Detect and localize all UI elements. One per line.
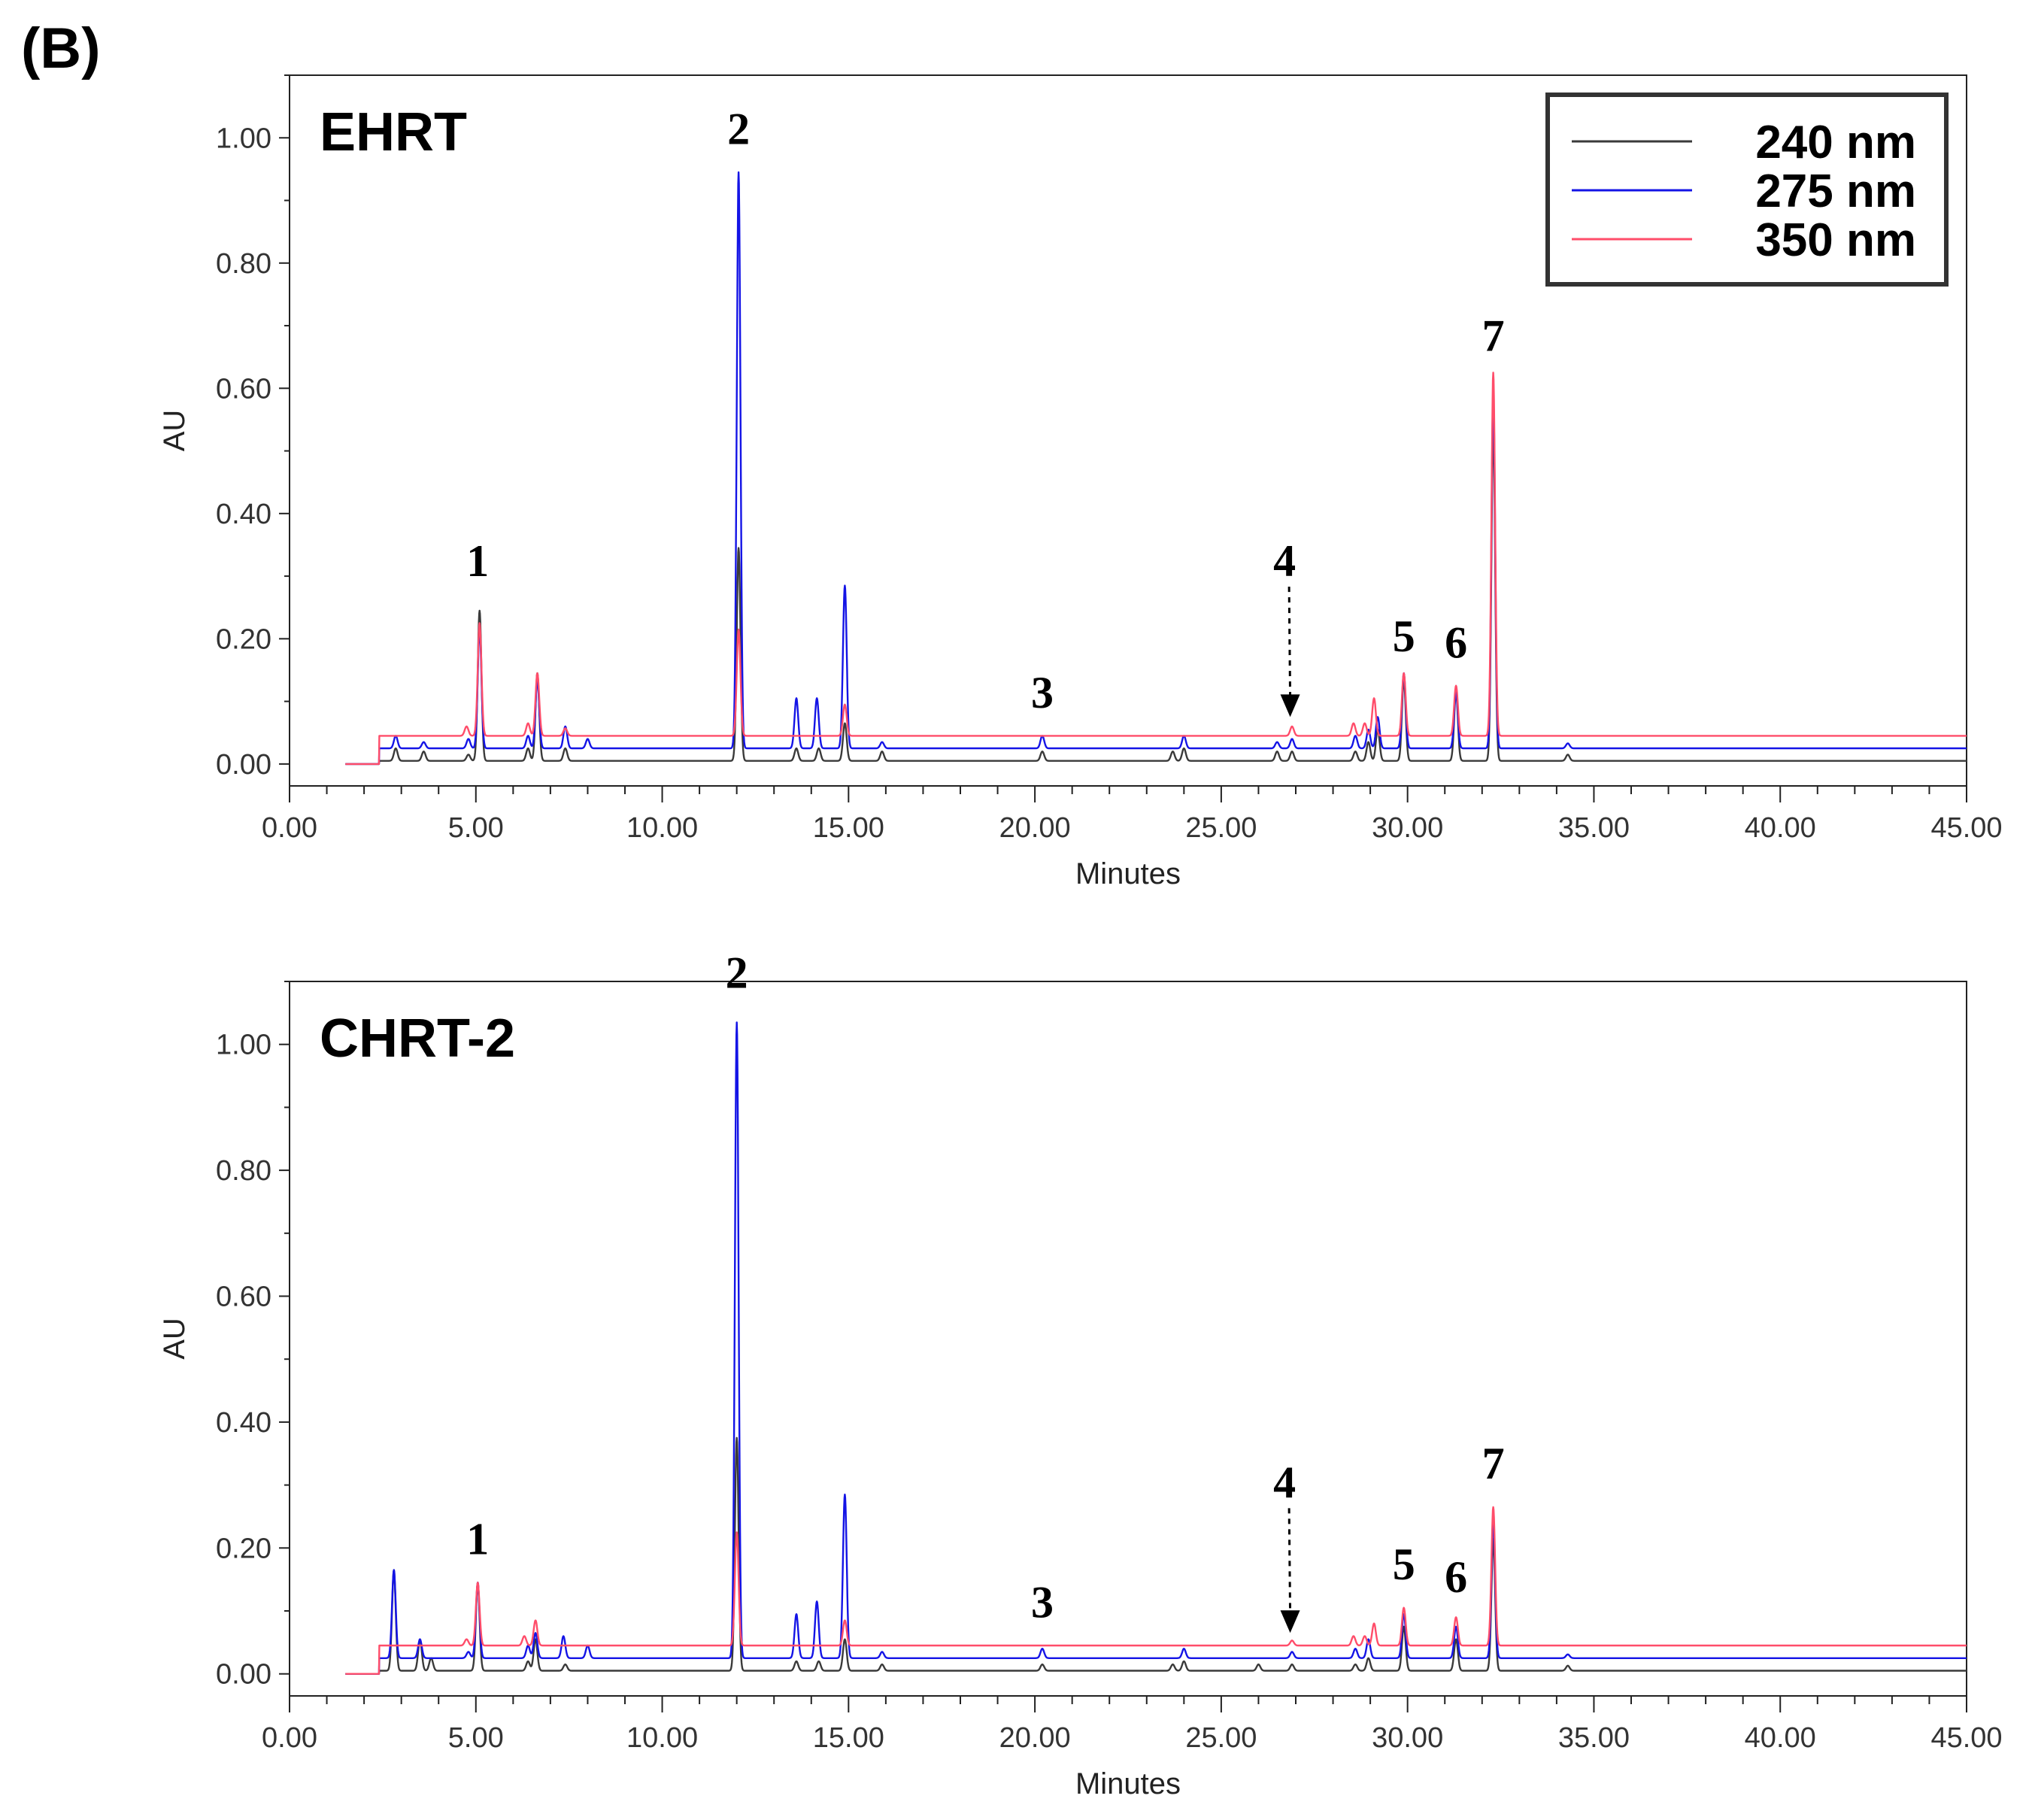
sample-label: CHRT-2 [320,1009,515,1069]
x-tick-label: 5.00 [448,812,504,844]
x-tick-label: 0.00 [262,812,317,844]
peak-label-7: 7 [1482,311,1505,360]
trace-240nm-chrt-2 [344,1436,1967,1675]
peak-label-3: 3 [1031,1577,1054,1627]
plot-frame [289,981,1967,1697]
x-tick-label: 10.00 [626,1722,698,1754]
peak-label-6: 6 [1445,1552,1467,1602]
chromatogram-chrt-2: 0.00 0.20 0.40 0.60 0.80 1.00 0.00 5.00 10.00 15.… [158,948,2003,1800]
x-axis-title: Minutes [1075,1767,1181,1800]
peak-label-2: 2 [727,105,750,154]
x-tick-label: 45.00 [1930,1722,2002,1754]
x-tick-label: 45.00 [1930,812,2002,844]
x-tick-label: 30.00 [1372,812,1443,844]
y-tick-label: 1.00 [216,1030,271,1061]
y-tick-label: 1.00 [216,123,271,154]
peak-label-7: 7 [1482,1439,1505,1488]
y-tick-label: 0.60 [216,373,271,405]
legend-label-240nm: 240 nm [1755,117,1916,168]
peak-label-1: 1 [466,1515,489,1564]
x-tick-label: 15.00 [813,1722,884,1754]
x-tick-label: 25.00 [1185,1722,1257,1754]
trace-240nm-ehrt [344,421,1967,766]
legend-label-275nm: 275 nm [1755,165,1916,217]
chromatogram-ehrt: 0.00 0.20 0.40 0.60 0.80 1.00 0.00 5.00 10.00 15.… [158,74,2003,890]
y-tick-label: 0.40 [216,1407,271,1439]
peak-label-5: 5 [1393,611,1415,661]
trace-350nm-chrt-2 [344,1506,1967,1675]
x-tick-label: 40.00 [1745,812,1816,844]
peak-label-1: 1 [466,536,489,586]
x-tick-label: 5.00 [448,1722,504,1754]
peak-label-2: 2 [726,948,748,997]
peak-4-arrow-shaft [1287,1508,1292,1614]
plot-frame [289,74,1967,787]
x-tick-label: 20.00 [999,1722,1071,1754]
peak-label-4: 4 [1273,1458,1296,1507]
x-tick-label: 35.00 [1558,1722,1630,1754]
peak-4-arrow-head [1280,694,1300,717]
x-tick-label: 30.00 [1372,1722,1443,1754]
y-axis-title: AU [158,1318,191,1360]
x-tick-label: 35.00 [1558,812,1630,844]
peak-label-6: 6 [1445,617,1467,667]
trace-275nm-chrt-2 [344,1021,1967,1675]
x-axis-title: Minutes [1075,857,1181,890]
peak-4-arrow-head [1280,1610,1300,1633]
x-tick-label: 15.00 [813,812,884,844]
x-tick-label: 0.00 [262,1722,317,1754]
legend: 240 nm 275 nm 350 nm [1545,93,1949,287]
legend-label-350nm: 350 nm [1755,214,1916,266]
trace-350nm-ehrt [344,372,1967,766]
y-tick-label: 0.60 [216,1282,271,1313]
y-tick-label: 0.00 [216,1659,271,1691]
peak-label-3: 3 [1031,668,1054,717]
y-axis-title: AU [158,410,191,452]
x-tick-label: 10.00 [626,812,698,844]
y-tick-label: 0.20 [216,623,271,655]
trace-275nm-ehrt [344,171,1967,766]
x-tick-label: 40.00 [1745,1722,1816,1754]
y-tick-label: 0.80 [216,1155,271,1187]
peak-4-arrow-shaft [1287,587,1292,698]
y-tick-label: 0.20 [216,1533,271,1564]
x-tick-label: 25.00 [1185,812,1257,844]
panel-label: (B) [21,17,101,80]
y-tick-label: 0.80 [216,248,271,280]
peak-label-4: 4 [1273,536,1296,586]
y-tick-label: 0.00 [216,749,271,781]
sample-label: EHRT [320,102,467,162]
x-tick-label: 20.00 [999,812,1071,844]
peak-label-5: 5 [1393,1539,1415,1589]
y-tick-label: 0.40 [216,499,271,530]
